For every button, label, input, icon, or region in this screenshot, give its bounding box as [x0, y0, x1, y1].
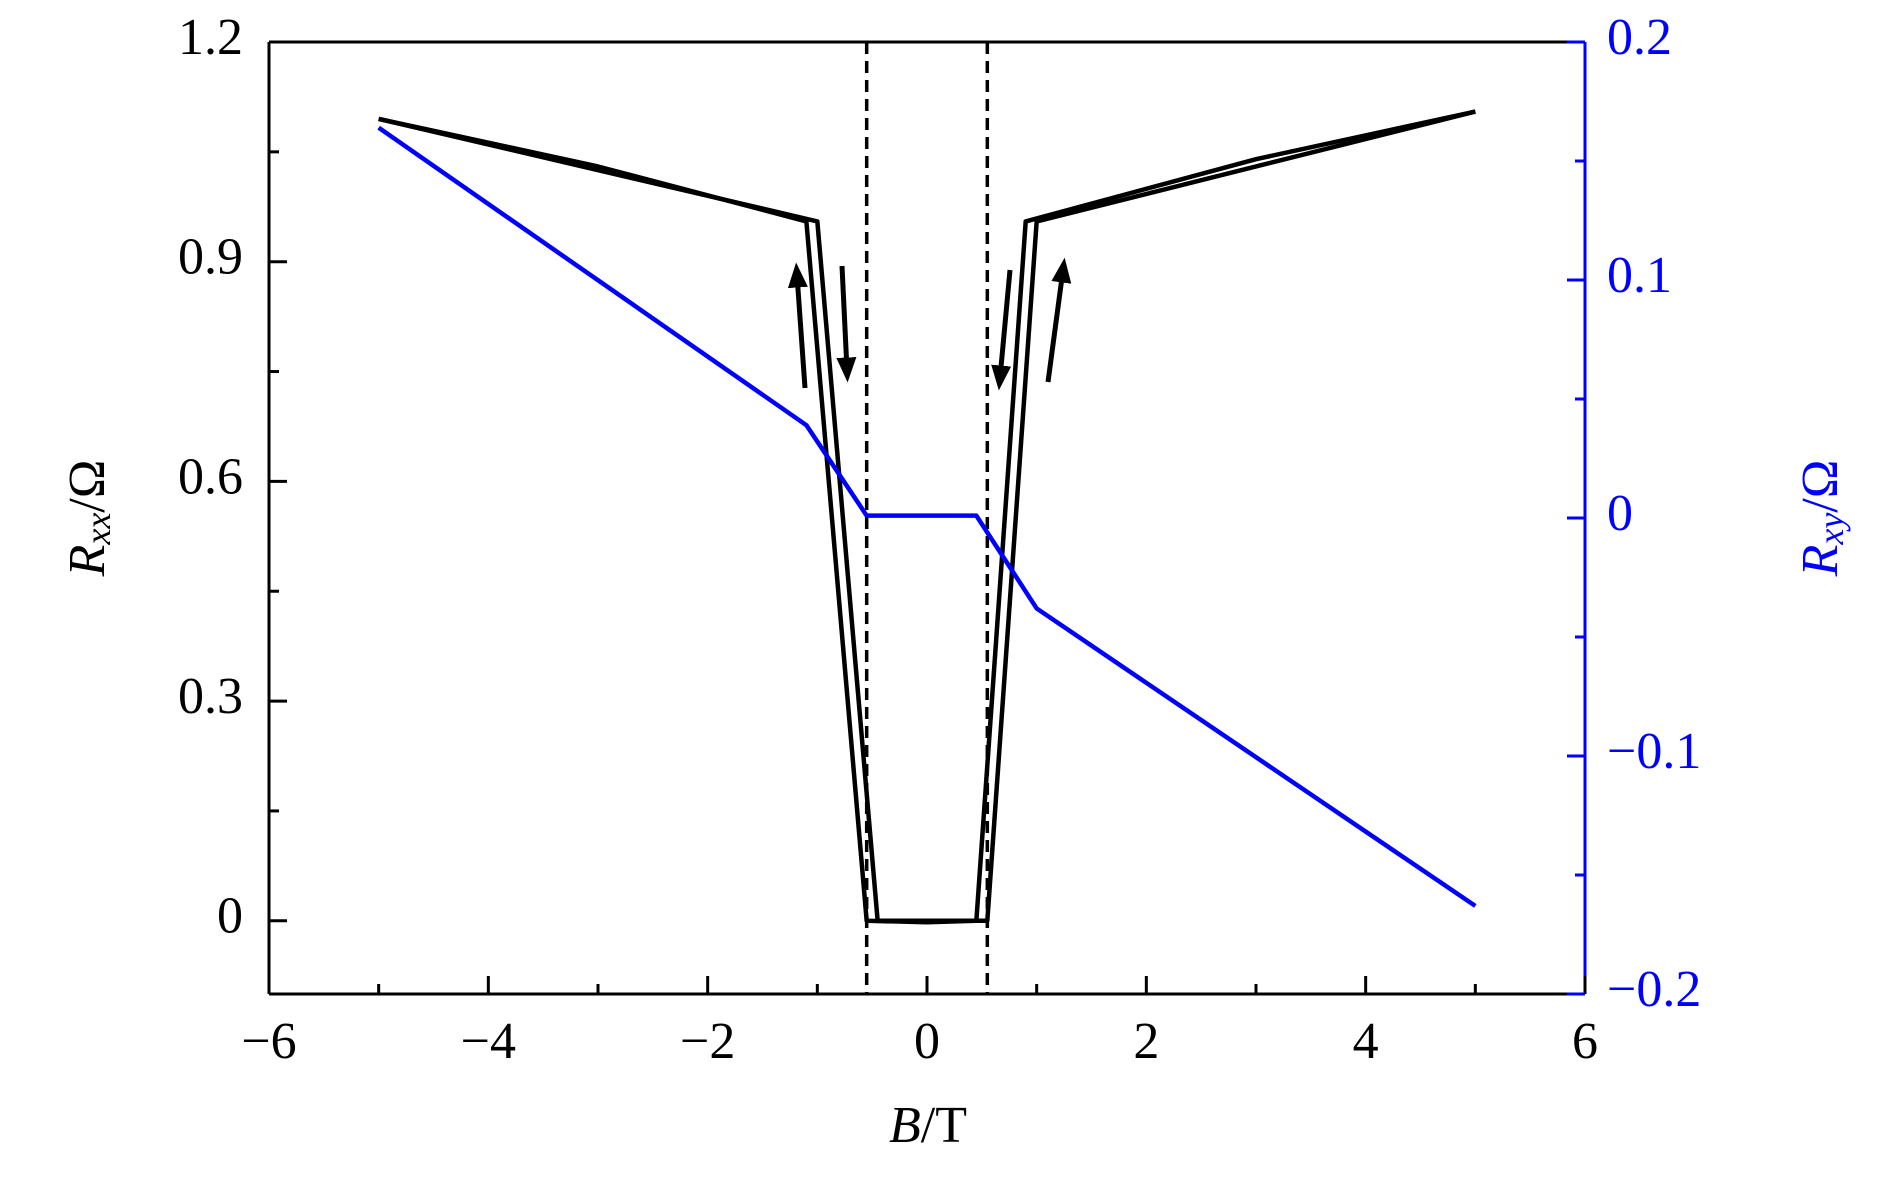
sweep-arrows	[787, 257, 1072, 391]
y-tick-label: 1.2	[178, 9, 243, 66]
y2-tick-label: 0.2	[1607, 9, 1672, 66]
x-tick-label: 0	[914, 1013, 940, 1070]
y-label-symbol: R	[59, 545, 116, 578]
y-tick-label: 0.3	[178, 668, 243, 725]
x-tick-label: −4	[461, 1013, 516, 1070]
x-tick-label: −2	[680, 1013, 735, 1070]
y2-axis-label: Rxy/Ω	[1792, 460, 1851, 578]
y2-label-symbol: R	[1792, 545, 1849, 578]
y-axis-label: Rxx/Ω	[59, 460, 118, 578]
y-label-unit: /Ω	[59, 460, 116, 513]
y2-tick-label: −0.1	[1607, 723, 1701, 780]
y2-tick-label: −0.2	[1607, 961, 1701, 1018]
y2-label-sub: xy	[1811, 513, 1851, 546]
arrow	[991, 269, 1013, 391]
x-label-symbol: B	[889, 1097, 921, 1154]
y-tick-label: 0	[217, 888, 243, 945]
x-label-unit: /T	[921, 1097, 967, 1154]
arrow	[787, 262, 808, 389]
data-line	[378, 109, 1476, 924]
x-tick-label: 2	[1133, 1013, 1159, 1070]
y-label-sub: xx	[78, 513, 118, 546]
x-axis-label: B/T	[889, 1097, 967, 1154]
y2-tick-label: 0.1	[1607, 247, 1672, 304]
data-line	[377, 125, 1477, 908]
x-tick-label: 4	[1353, 1013, 1379, 1070]
arrow	[1045, 257, 1072, 383]
y2-tick-label: 0	[1607, 485, 1633, 542]
x-tick-label: 6	[1572, 1013, 1598, 1070]
y-tick-label: 0.9	[178, 229, 243, 286]
x-tick-label: −6	[241, 1013, 296, 1070]
y-tick-label: 0.6	[178, 448, 243, 505]
arrow	[836, 265, 857, 383]
y2-label-unit: /Ω	[1792, 460, 1849, 513]
